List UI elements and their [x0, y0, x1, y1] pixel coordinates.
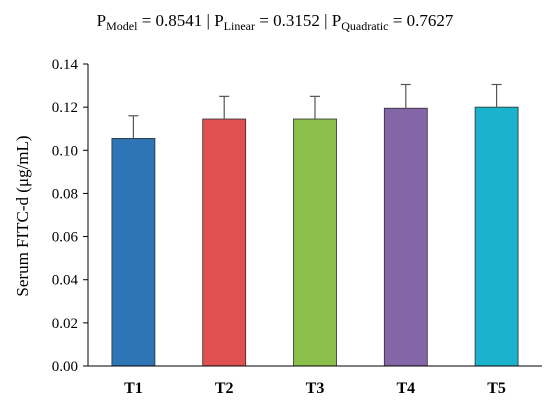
error-bars: [128, 83, 502, 139]
y-tick-label: 0.14: [52, 57, 79, 73]
bar-t1: [111, 138, 156, 367]
y-tick-label: 0.00: [52, 359, 78, 375]
x-axis-categories: T1 T2 T3 T4 T5: [124, 380, 506, 397]
x-category-label: T2: [215, 380, 234, 397]
title-p-value: = 0.8541 |: [137, 11, 214, 30]
x-category-label: T3: [306, 380, 325, 397]
bar-t4: [383, 107, 428, 367]
title-p-symbol: P: [332, 11, 341, 30]
title-p-value: = 0.3152 |: [255, 11, 332, 30]
bars: [111, 106, 519, 367]
bar-t5: [474, 106, 519, 367]
x-category-label: T1: [124, 380, 143, 397]
title-p-symbol: P: [97, 11, 106, 30]
title-p-symbol: P: [214, 11, 223, 30]
y-axis-ticks: 0.00 0.02 0.04 0.06 0.08 0.10 0.12 0.14: [52, 57, 88, 375]
title-subscript: Linear: [224, 19, 255, 33]
chart-title: PModel = 0.8541 | PLinear = 0.3152 | PQu…: [97, 11, 454, 33]
y-tick-label: 0.02: [52, 316, 78, 332]
x-category-label: T4: [396, 380, 415, 397]
title-subscript: Model: [106, 19, 138, 33]
y-tick-label: 0.10: [52, 143, 78, 159]
y-tick-label: 0.12: [52, 100, 78, 116]
title-subscript: Quadratic: [341, 19, 388, 33]
bar-t3: [293, 118, 337, 367]
title-p-value: = 0.7627: [389, 11, 454, 30]
x-category-label: T5: [487, 380, 506, 397]
y-tick-label: 0.08: [52, 186, 78, 202]
y-tick-label: 0.06: [52, 230, 79, 246]
y-axis-label: Serum FITC-d (μg/mL): [13, 135, 32, 296]
y-tick-label: 0.04: [52, 273, 79, 289]
bar-t2: [202, 118, 247, 367]
